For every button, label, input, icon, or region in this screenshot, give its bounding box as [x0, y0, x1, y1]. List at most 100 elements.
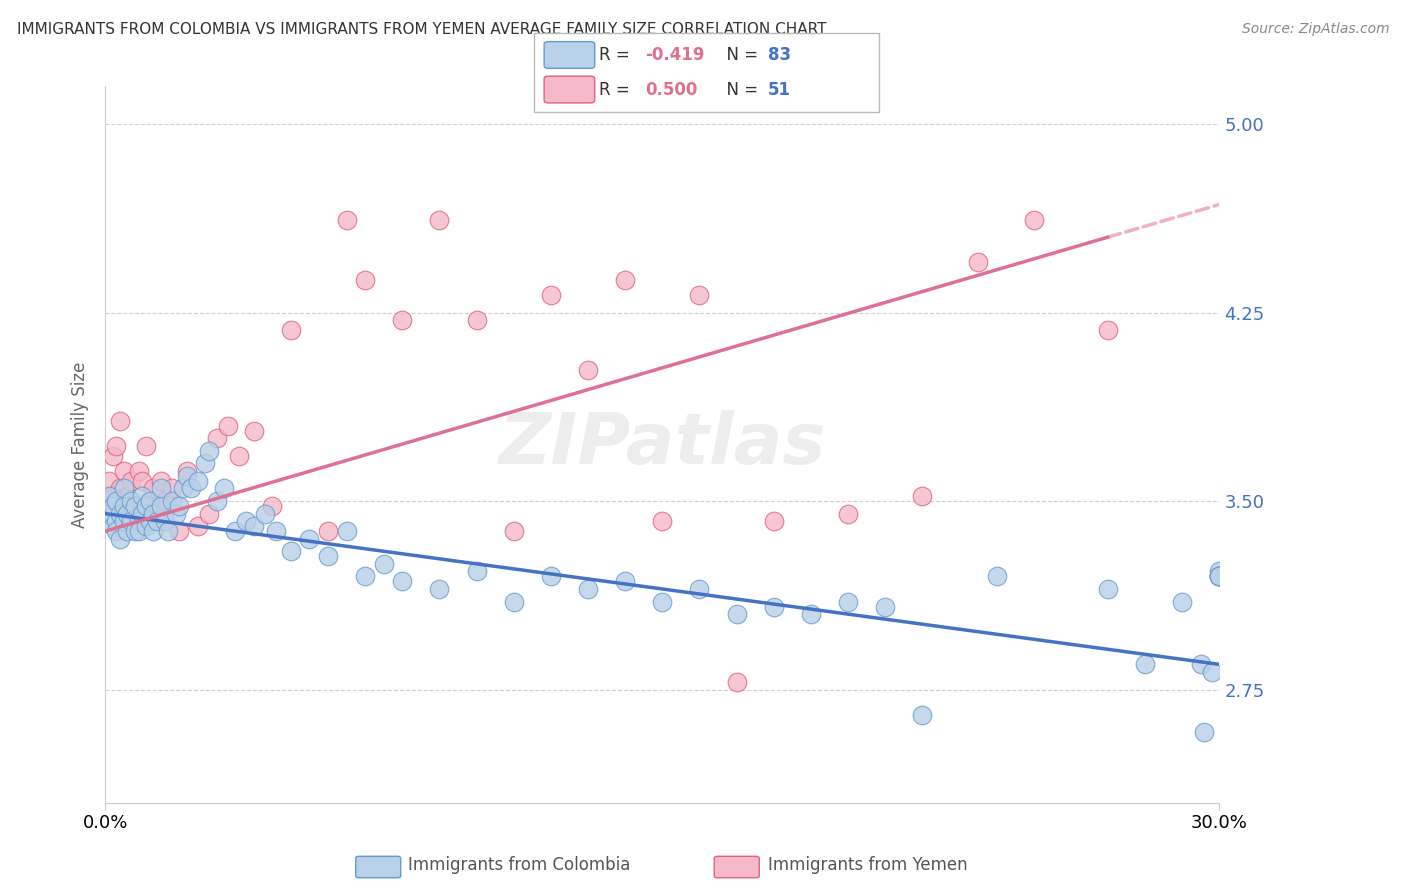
Point [614, 574, 637, 589]
Point [117, 524, 139, 538]
Point [262, 499, 284, 513]
Point [1097, 323, 1119, 337]
Point [149, 474, 172, 488]
Point [194, 456, 217, 470]
Point [911, 707, 934, 722]
Point [105, 514, 128, 528]
Point [875, 599, 897, 614]
Point [165, 507, 187, 521]
Point [169, 499, 191, 513]
Point [149, 499, 172, 513]
Point [253, 507, 276, 521]
Point [117, 507, 139, 521]
Point [986, 569, 1008, 583]
Point [176, 469, 198, 483]
Point [1022, 212, 1045, 227]
Point [124, 524, 146, 538]
Point [264, 524, 287, 538]
Point [235, 514, 257, 528]
Point [128, 524, 150, 538]
Point [131, 474, 153, 488]
Point [198, 507, 221, 521]
Point [316, 524, 339, 538]
Point [157, 524, 180, 538]
Point [205, 494, 228, 508]
Point [142, 507, 165, 521]
Point [1189, 657, 1212, 672]
Point [128, 464, 150, 478]
Point [97, 489, 120, 503]
Point [139, 494, 162, 508]
Point [373, 557, 395, 571]
Point [280, 544, 302, 558]
Point [576, 582, 599, 596]
Point [540, 288, 562, 302]
Point [112, 514, 135, 528]
Point [139, 514, 162, 528]
Point [1208, 569, 1230, 583]
Point [101, 499, 124, 513]
Point [1194, 725, 1216, 739]
Point [108, 507, 131, 521]
Point [176, 464, 198, 478]
Point [124, 499, 146, 513]
Text: N =: N = [716, 46, 763, 64]
Point [967, 255, 990, 269]
Point [105, 439, 128, 453]
Point [502, 524, 524, 538]
Point [429, 582, 451, 596]
Point [112, 499, 135, 513]
Text: R =: R = [599, 80, 636, 98]
Point [153, 514, 176, 528]
Point [224, 524, 246, 538]
Point [142, 524, 165, 538]
Point [391, 574, 413, 589]
Point [101, 489, 124, 503]
Point [540, 569, 562, 583]
Point [105, 494, 128, 508]
Text: Immigrants from Colombia: Immigrants from Colombia [408, 856, 630, 874]
Y-axis label: Average Family Size: Average Family Size [72, 361, 89, 528]
Point [97, 474, 120, 488]
Point [354, 569, 377, 583]
Point [160, 482, 183, 496]
Text: R =: R = [599, 46, 636, 64]
Point [108, 532, 131, 546]
Point [198, 443, 221, 458]
Point [688, 582, 710, 596]
Point [762, 514, 785, 528]
Text: Immigrants from Yemen: Immigrants from Yemen [768, 856, 967, 874]
Text: 51: 51 [768, 80, 790, 98]
Point [465, 313, 488, 327]
Point [172, 482, 194, 496]
Point [131, 489, 153, 503]
Point [465, 565, 488, 579]
Text: 83: 83 [768, 46, 790, 64]
Point [187, 474, 209, 488]
Point [153, 494, 176, 508]
Point [1208, 569, 1230, 583]
Point [101, 519, 124, 533]
Point [298, 532, 321, 546]
Point [160, 494, 183, 508]
Text: -0.419: -0.419 [645, 46, 704, 64]
Point [1208, 569, 1230, 583]
Point [146, 514, 169, 528]
Point [101, 449, 124, 463]
Point [112, 499, 135, 513]
Point [217, 418, 239, 433]
Point [762, 599, 785, 614]
Text: Source: ZipAtlas.com: Source: ZipAtlas.com [1241, 22, 1389, 37]
Point [1208, 565, 1230, 579]
Point [97, 499, 120, 513]
Point [651, 594, 673, 608]
Point [1097, 582, 1119, 596]
Text: 0.500: 0.500 [645, 80, 697, 98]
Point [139, 494, 162, 508]
Point [688, 288, 710, 302]
Point [228, 449, 250, 463]
Point [725, 675, 748, 690]
Text: IMMIGRANTS FROM COLOMBIA VS IMMIGRANTS FROM YEMEN AVERAGE FAMILY SIZE CORRELATIO: IMMIGRANTS FROM COLOMBIA VS IMMIGRANTS F… [17, 22, 827, 37]
Point [242, 424, 264, 438]
Point [391, 313, 413, 327]
